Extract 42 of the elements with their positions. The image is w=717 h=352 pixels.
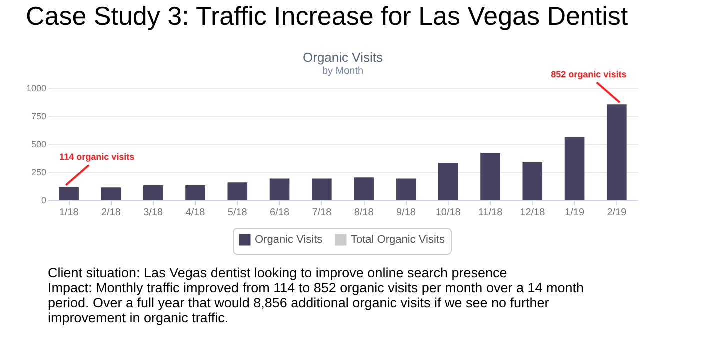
x-tick-label: 4/18: [186, 208, 206, 218]
bar: [143, 185, 164, 200]
bar: [480, 152, 500, 200]
x-tick-label: 1/18: [59, 208, 80, 218]
text: Organic Visits: [303, 50, 384, 65]
x-tick-label: 8/18: [354, 208, 374, 218]
y-tick-label: 250: [31, 168, 46, 178]
x-tick-label: 3/18: [144, 208, 164, 218]
bar: [59, 187, 79, 200]
text: Client situation: Las Vegas dentist looking to improve online search presence: [48, 266, 508, 280]
x-tick-label: 10/18: [436, 208, 462, 218]
chart-title: Case Study 3: Traffic Increase for Las Vegas Dentist: [26, 1, 629, 31]
annotation: 852 organic visits: [551, 70, 627, 80]
y-tick-label: 0: [41, 196, 46, 206]
text: by Month: [322, 66, 364, 77]
bar: [270, 178, 290, 200]
bar: [607, 104, 627, 200]
bar: [438, 163, 458, 200]
y-tick-label: 500: [31, 140, 46, 150]
x-tick-label: 12/18: [520, 208, 546, 218]
bar: [186, 185, 206, 200]
annotation: 114 organic visits: [60, 152, 135, 162]
x-tick-label: 9/18: [396, 208, 416, 218]
x-tick-label: 2/18: [101, 208, 122, 218]
bar: [354, 178, 374, 200]
bar: [228, 182, 248, 200]
x-tick-label: 1/19: [565, 208, 585, 218]
bar: [396, 178, 416, 200]
y-tick-label: 750: [31, 112, 46, 122]
bar: [564, 137, 585, 200]
legend-label: Total Organic Visits: [351, 234, 446, 246]
x-tick-label: 2/19: [607, 208, 628, 218]
x-tick-label: 6/18: [270, 208, 290, 218]
x-tick-label: 7/18: [312, 208, 332, 218]
x-tick-label: 5/18: [228, 208, 248, 218]
x-tick-label: 11/18: [478, 208, 504, 218]
y-tick-label: 1000: [26, 84, 46, 94]
text: Impact: Monthly traffic improved from 114 to 852 organic visits per month over a 14 month period. Over a full year that would 8,856 additional organic visits if we see no further improvement in organic traffic.: [48, 280, 584, 326]
bar: [312, 178, 332, 200]
legend-label: Organic Visits: [255, 234, 324, 246]
bar: [522, 162, 543, 200]
bar: [101, 188, 122, 200]
